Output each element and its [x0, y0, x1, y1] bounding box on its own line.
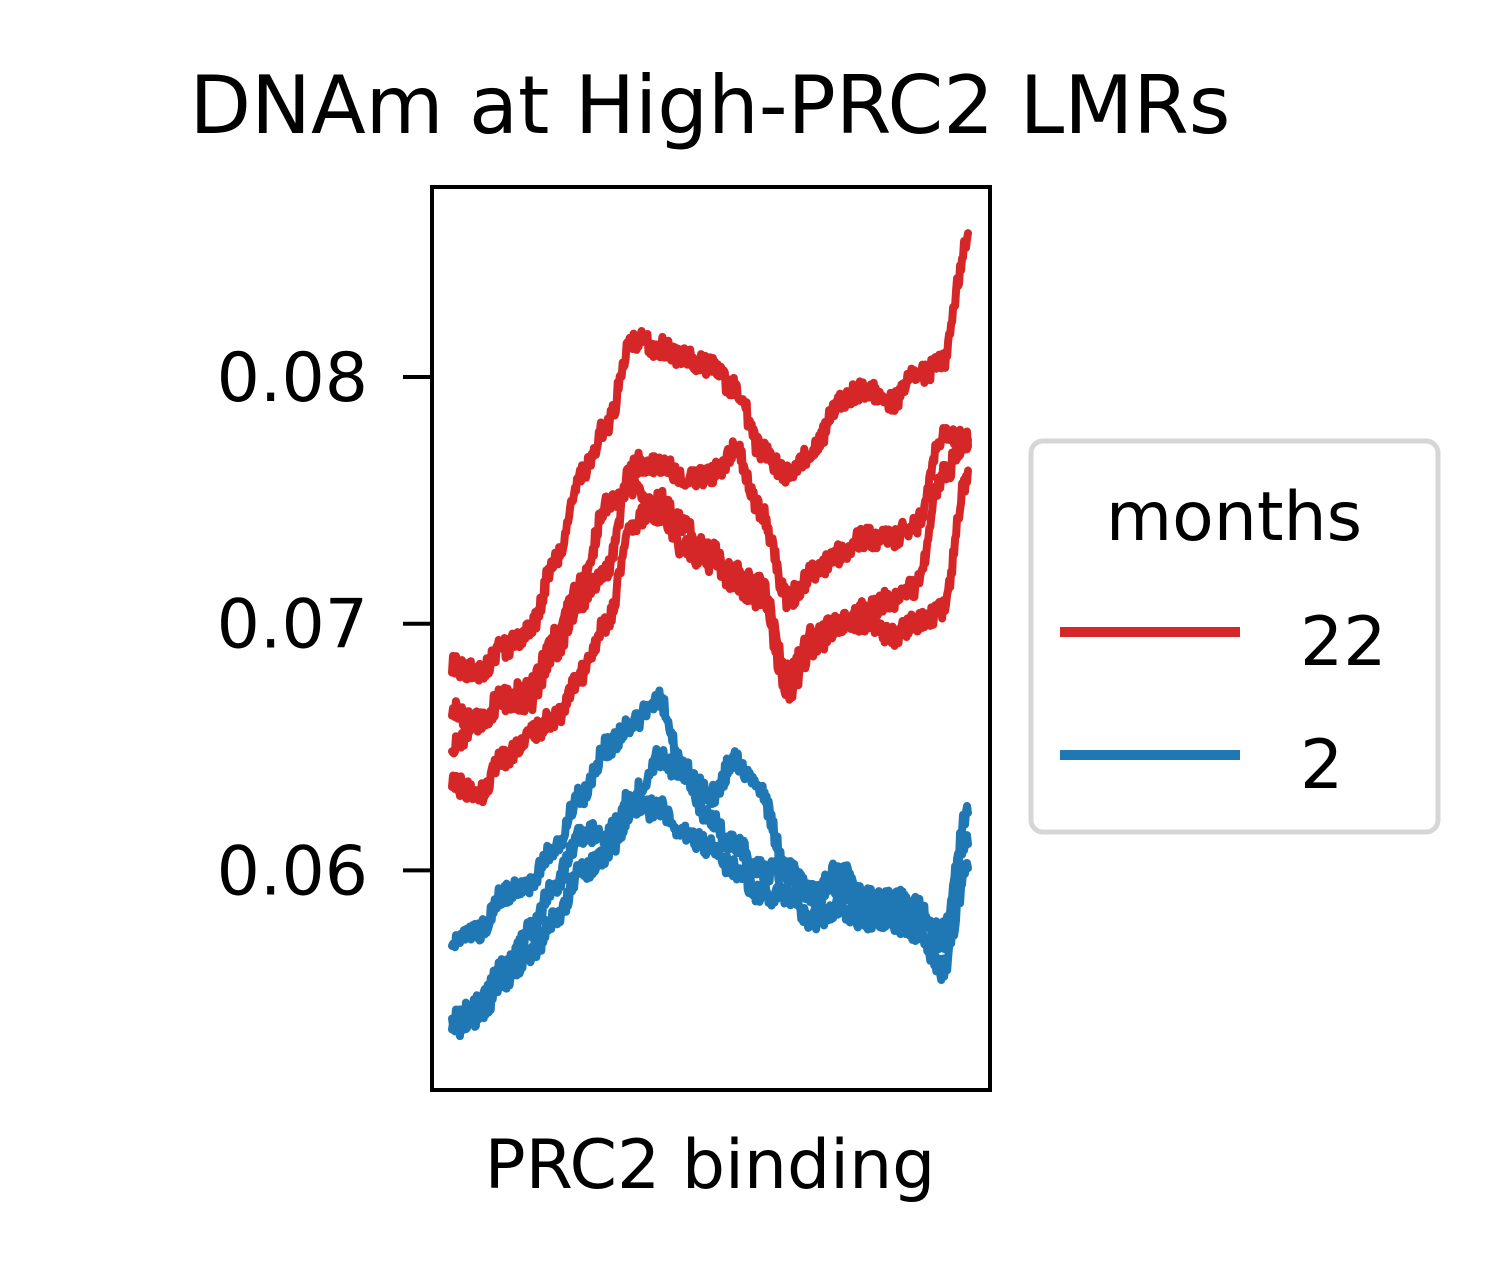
series-line-2mo-5	[448, 745, 972, 1031]
chart-title: DNAm at High-PRC2 LMRs	[190, 59, 1231, 152]
y-tick-label: 0.07	[217, 586, 368, 665]
series-line-2mo-6	[448, 794, 972, 1041]
series-line-22mo-1	[448, 423, 972, 736]
legend-label-22: 22	[1300, 603, 1387, 682]
x-axis-label: PRC2 binding	[485, 1126, 936, 1205]
legend-title: months	[1106, 478, 1362, 557]
series-line-22mo-3	[448, 466, 972, 807]
series-line-22mo-0	[448, 229, 972, 685]
series-layer	[448, 229, 972, 1041]
y-tick-label: 0.08	[217, 339, 368, 418]
legend-label-2: 2	[1300, 726, 1343, 805]
legend[interactable]: months 22 2	[1028, 438, 1441, 835]
y-tick-label: 0.06	[217, 832, 368, 911]
y-axis: 0.08 0.07 0.06	[217, 339, 432, 911]
plot-frame	[430, 185, 992, 1092]
